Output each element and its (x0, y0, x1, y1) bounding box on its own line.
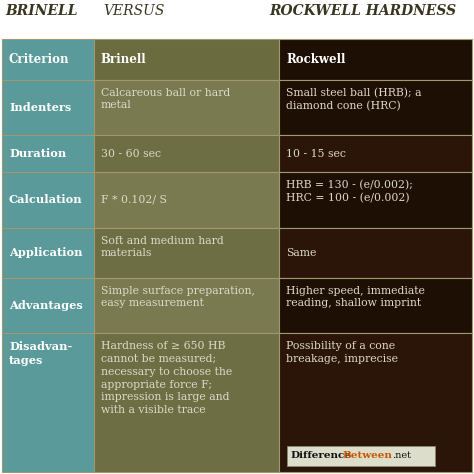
Text: ROCKWELL HARDNESS: ROCKWELL HARDNESS (269, 4, 456, 18)
Text: Disadvan-
tages: Disadvan- tages (9, 341, 72, 366)
Text: Between: Between (342, 452, 392, 461)
Text: BRINELL: BRINELL (5, 4, 78, 18)
Bar (279, 135, 472, 172)
Text: Brinell: Brinell (100, 53, 146, 66)
Text: Rockwell: Rockwell (286, 53, 346, 66)
Bar (2, 80, 94, 135)
Text: Application: Application (9, 247, 82, 258)
Text: Soft and medium hard
materials: Soft and medium hard materials (100, 236, 223, 258)
Bar (94, 39, 279, 80)
Text: HRB = 130 - (e/0.002);
HRC = 100 - (e/0.002): HRB = 130 - (e/0.002); HRC = 100 - (e/0.… (286, 180, 413, 204)
Bar (2, 333, 94, 472)
Bar (94, 172, 279, 228)
Text: Small steel ball (HRB); a
diamond cone (HRC): Small steel ball (HRB); a diamond cone (… (286, 88, 422, 111)
Bar (94, 228, 279, 278)
Text: Indenters: Indenters (9, 102, 71, 113)
Bar (279, 278, 472, 333)
Text: Duration: Duration (9, 148, 66, 159)
Text: Calcareous ball or hard
metal: Calcareous ball or hard metal (100, 88, 230, 110)
Bar (94, 278, 279, 333)
Text: Possibility of a cone
breakage, imprecise: Possibility of a cone breakage, imprecis… (286, 341, 398, 364)
Bar (2, 39, 94, 80)
Text: Hardness of ≥ 650 HB
cannot be measured;
necessary to choose the
appropriate for: Hardness of ≥ 650 HB cannot be measured;… (100, 341, 232, 415)
Bar (94, 80, 279, 135)
Bar (94, 333, 279, 472)
Bar (279, 333, 472, 472)
Bar (279, 39, 472, 80)
Bar (2, 228, 94, 278)
Text: VERSUS: VERSUS (104, 4, 165, 18)
Text: Higher speed, immediate
reading, shallow imprint: Higher speed, immediate reading, shallow… (286, 285, 425, 309)
Text: Difference: Difference (290, 452, 351, 461)
Bar (279, 172, 472, 228)
Text: Criterion: Criterion (9, 53, 70, 66)
Text: Calculation: Calculation (9, 194, 82, 205)
Bar (279, 228, 472, 278)
Text: Simple surface preparation,
easy measurement: Simple surface preparation, easy measure… (100, 285, 255, 309)
Bar (287, 446, 435, 466)
Text: Same: Same (286, 247, 317, 257)
Bar (279, 80, 472, 135)
Bar (94, 135, 279, 172)
Text: 30 - 60 sec: 30 - 60 sec (100, 149, 161, 159)
Bar (2, 172, 94, 228)
Text: F * 0.102/ S: F * 0.102/ S (100, 195, 166, 205)
Text: Advantages: Advantages (9, 300, 83, 311)
Bar (2, 278, 94, 333)
Text: 10 - 15 sec: 10 - 15 sec (286, 149, 346, 159)
Text: .net: .net (392, 452, 411, 461)
Bar (2, 135, 94, 172)
